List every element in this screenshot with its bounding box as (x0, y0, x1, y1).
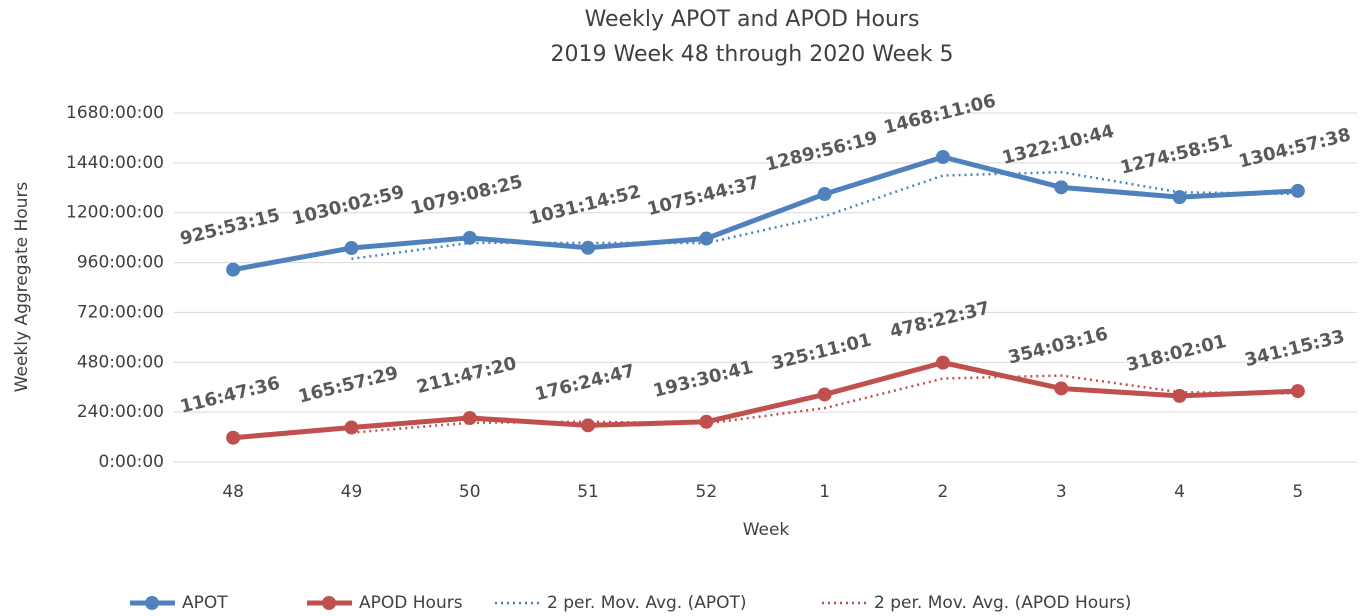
point-marker (1054, 381, 1069, 396)
point-marker (226, 430, 241, 445)
y-tick-label: 1200:00:00 (66, 203, 164, 223)
series-line (232, 154, 1298, 273)
legend-marker (145, 596, 159, 610)
point-marker (581, 418, 596, 433)
point-marker (462, 230, 477, 245)
series-line (232, 360, 1298, 441)
data-label: 165:57:29 (296, 363, 400, 408)
point-marker (1054, 180, 1069, 195)
legend-label: APOD Hours (359, 593, 463, 613)
x-tick-label: 1 (819, 482, 830, 502)
point-marker (1172, 190, 1187, 205)
legend-label: 2 per. Mov. Avg. (APOD Hours) (874, 593, 1131, 613)
x-tick-label: 2 (938, 482, 949, 502)
point-marker (699, 414, 714, 429)
data-label: 1031:14:52 (527, 181, 643, 229)
point-marker (935, 355, 950, 370)
trend-line (351, 374, 1298, 434)
data-label: 116:47:36 (178, 373, 282, 418)
data-label: 1289:56:19 (763, 127, 879, 175)
y-tick-label: 1440:00:00 (66, 153, 164, 173)
legend-label: 2 per. Mov. Avg. (APOT) (547, 593, 747, 613)
data-label: 325:11:01 (769, 329, 873, 374)
y-tick-label: 240:00:00 (77, 402, 164, 422)
y-tick-label: 0:00:00 (98, 452, 164, 472)
chart-subtitle: 2019 Week 48 through 2020 Week 5 (551, 42, 954, 67)
point-marker (1290, 183, 1305, 198)
data-label: 1304:57:38 (1237, 124, 1353, 172)
point-marker (699, 231, 714, 246)
y-tick-label: 480:00:00 (77, 352, 164, 372)
x-tick-label: 49 (341, 482, 363, 502)
point-marker (935, 150, 950, 165)
point-marker (344, 241, 359, 256)
y-tick-label: 720:00:00 (77, 302, 164, 322)
x-tick-label: 52 (696, 482, 718, 502)
data-label: 1322:10:44 (1000, 121, 1116, 169)
point-marker (1172, 388, 1187, 403)
point-marker (817, 387, 832, 402)
data-label: 925:53:15 (178, 205, 282, 250)
point-marker (581, 240, 596, 255)
data-label: 1079:08:25 (408, 171, 524, 219)
x-tick-label: 4 (1174, 482, 1185, 502)
data-label: 176:24:47 (533, 360, 637, 405)
x-tick-label: 5 (1292, 482, 1303, 502)
x-tick-label: 50 (459, 482, 481, 502)
data-label: 318:02:01 (1124, 331, 1228, 376)
data-label: 341:15:33 (1243, 326, 1347, 371)
point-marker (817, 187, 832, 202)
y-axis-label: Weekly Aggregate Hours (12, 182, 32, 393)
x-tick-label: 48 (222, 482, 244, 502)
legend-label: APOT (182, 593, 228, 613)
data-label: 1030:02:59 (290, 181, 406, 229)
x-tick-label: 51 (577, 482, 599, 502)
legend-marker (322, 596, 336, 610)
point-marker (226, 262, 241, 277)
data-label: 478:22:37 (888, 298, 992, 343)
x-tick-label: 3 (1056, 482, 1067, 502)
x-axis-label: Week (743, 520, 790, 540)
data-label: 211:47:20 (415, 353, 519, 398)
data-label: 1274:58:51 (1118, 131, 1234, 179)
y-tick-label: 1680:00:00 (66, 103, 164, 123)
point-marker (1290, 384, 1305, 399)
data-label: 1468:11:06 (882, 90, 998, 138)
point-marker (344, 420, 359, 435)
y-tick-label: 960:00:00 (77, 253, 164, 273)
data-label: 193:30:41 (651, 357, 755, 402)
data-label: 354:03:16 (1006, 323, 1110, 368)
point-marker (462, 411, 477, 426)
chart-title: Weekly APOT and APOD Hours (585, 7, 920, 32)
